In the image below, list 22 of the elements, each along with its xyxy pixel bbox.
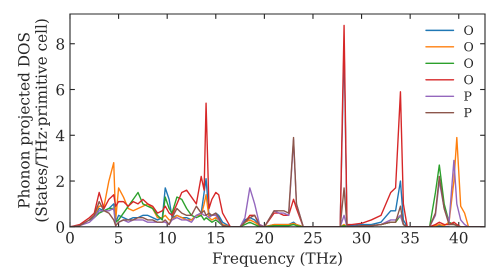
x-tick-label: 40: [450, 232, 468, 244]
x-tick-label: 35: [402, 232, 419, 244]
x-tick-label: 20: [256, 232, 274, 244]
x-tick-label: 10: [159, 232, 176, 244]
x-tick-label: 30: [353, 232, 370, 244]
legend-label: O: [464, 42, 474, 52]
x-tick-label: 15: [208, 232, 224, 244]
y-axis-title: Phonon projected DOS (States/THz·primitive cell): [18, 19, 50, 222]
legend-label: O: [464, 58, 474, 68]
x-tick-label: 0: [66, 232, 74, 244]
x-tick-label: 5: [115, 232, 122, 244]
y-tick-label: 0: [56, 221, 64, 233]
legend-label: P: [464, 92, 472, 101]
x-axis-title: Frequency (THz): [212, 252, 342, 268]
y-tick-label: 4: [56, 130, 64, 142]
y-tick-label: 2: [56, 176, 64, 187]
legend-label: O: [464, 25, 474, 35]
y-tick-label: 6: [56, 84, 64, 96]
legend-label: O: [464, 74, 474, 84]
legend-label: P: [464, 108, 472, 118]
y-tick-label: 8: [56, 38, 64, 50]
x-tick-label: 25: [304, 232, 322, 244]
